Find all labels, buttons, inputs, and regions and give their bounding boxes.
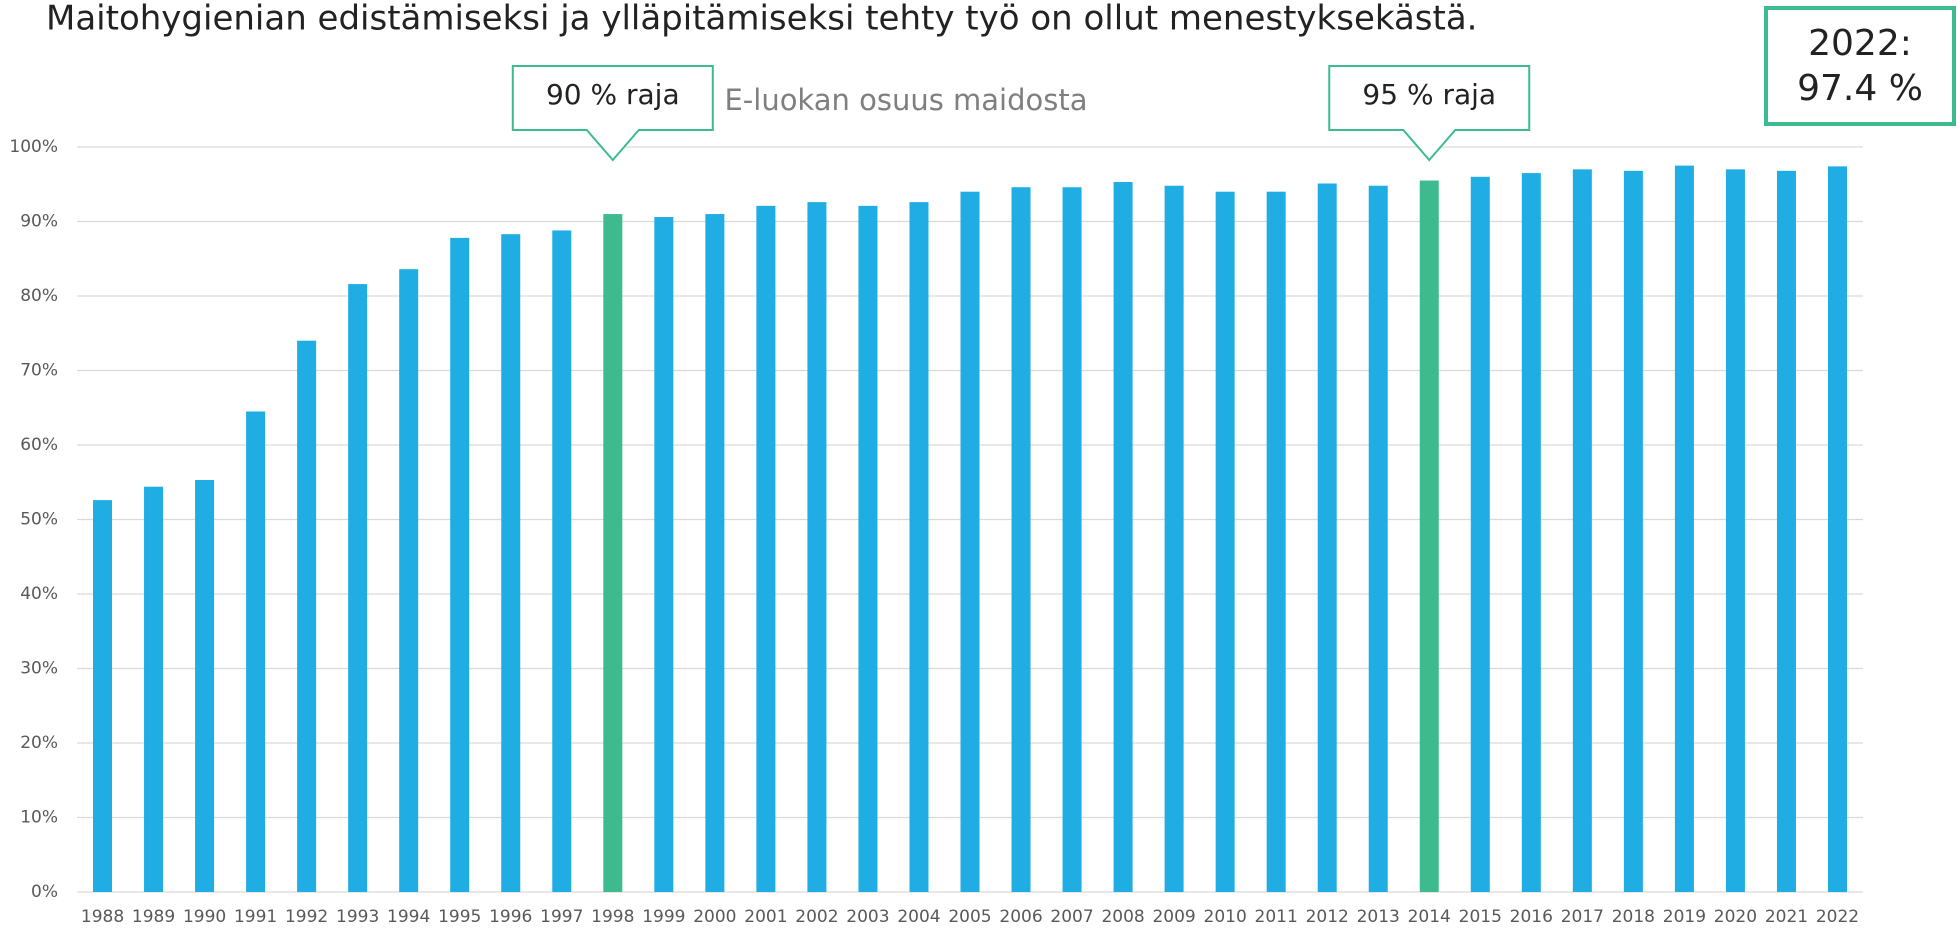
bar bbox=[756, 205, 776, 893]
x-tick-label: 2010 bbox=[1204, 907, 1247, 927]
bar bbox=[1674, 165, 1694, 892]
x-tick-label: 1993 bbox=[336, 907, 379, 927]
x-tick-label: 2013 bbox=[1357, 907, 1400, 927]
x-tick-label: 2007 bbox=[1050, 907, 1093, 927]
y-tick-label: 100% bbox=[9, 137, 58, 157]
x-tick-label: 2004 bbox=[897, 907, 940, 927]
bar bbox=[1725, 169, 1745, 893]
x-tick-label: 2000 bbox=[693, 907, 736, 927]
x-tick-label: 1995 bbox=[438, 907, 481, 927]
x-tick-label: 2017 bbox=[1561, 907, 1604, 927]
bar bbox=[807, 202, 827, 892]
annotation-text: 90 % raja bbox=[546, 78, 680, 111]
callout-box bbox=[1764, 6, 1956, 126]
annotation-text: 95 % raja bbox=[1362, 78, 1496, 111]
x-tick-label: 1996 bbox=[489, 907, 532, 927]
bar bbox=[1266, 191, 1286, 892]
callout-text: 2022: bbox=[1808, 23, 1912, 64]
x-tick-label: 1989 bbox=[132, 907, 175, 927]
y-tick-label: 50% bbox=[20, 510, 58, 530]
x-tick-label: 2005 bbox=[948, 907, 991, 927]
x-tick-label: 2018 bbox=[1612, 907, 1655, 927]
bar bbox=[552, 230, 572, 892]
bar bbox=[399, 269, 419, 892]
bar bbox=[144, 486, 164, 892]
bar bbox=[1215, 191, 1235, 892]
bar bbox=[654, 217, 674, 892]
bar bbox=[1827, 166, 1847, 892]
y-tick-label: 60% bbox=[20, 435, 58, 455]
x-tick-label: 1988 bbox=[81, 907, 124, 927]
bar bbox=[1368, 185, 1388, 893]
bar bbox=[1164, 185, 1184, 893]
y-tick-label: 90% bbox=[20, 212, 58, 232]
bar bbox=[1011, 187, 1031, 893]
x-tick-label: 2014 bbox=[1408, 907, 1451, 927]
x-tick-label: 2021 bbox=[1765, 907, 1808, 927]
bar bbox=[450, 237, 470, 892]
x-tick-label: 1999 bbox=[642, 907, 685, 927]
bar bbox=[348, 284, 368, 893]
bar bbox=[1317, 183, 1337, 892]
y-tick-label: 10% bbox=[20, 808, 58, 828]
x-tick-label: 1998 bbox=[591, 907, 634, 927]
page-heading: Maitohygienian edistämiseksi ja ylläpitä… bbox=[46, 0, 1478, 39]
y-tick-label: 30% bbox=[20, 659, 58, 679]
x-tick-label: 2020 bbox=[1714, 907, 1757, 927]
y-tick-label: 40% bbox=[20, 584, 58, 604]
x-tick-label: 2001 bbox=[744, 907, 787, 927]
x-tick-label: 2019 bbox=[1663, 907, 1706, 927]
bar bbox=[297, 340, 317, 892]
y-tick-label: 0% bbox=[31, 882, 58, 902]
callout-text: 97.4 % bbox=[1797, 68, 1923, 109]
x-tick-label: 2008 bbox=[1101, 907, 1144, 927]
bar bbox=[960, 191, 980, 892]
bar bbox=[1062, 187, 1082, 893]
bar bbox=[1776, 170, 1796, 893]
x-tick-label: 1990 bbox=[183, 907, 226, 927]
bar bbox=[195, 480, 215, 892]
x-tick-label: 2022 bbox=[1816, 907, 1859, 927]
y-tick-label: 80% bbox=[20, 286, 58, 306]
x-tick-label: 2012 bbox=[1306, 907, 1349, 927]
x-tick-label: 2006 bbox=[999, 907, 1042, 927]
bar bbox=[705, 214, 725, 893]
bar bbox=[1572, 169, 1592, 893]
bar bbox=[1419, 180, 1439, 892]
bar bbox=[246, 411, 266, 892]
x-tick-label: 1991 bbox=[234, 907, 277, 927]
x-tick-label: 2009 bbox=[1152, 907, 1195, 927]
y-tick-label: 20% bbox=[20, 733, 58, 753]
bar bbox=[93, 500, 113, 892]
x-tick-label: 1992 bbox=[285, 907, 328, 927]
bar bbox=[1113, 182, 1133, 892]
annotation-box bbox=[1328, 65, 1531, 162]
bar bbox=[501, 234, 521, 893]
x-tick-label: 2002 bbox=[795, 907, 838, 927]
x-tick-label: 1997 bbox=[540, 907, 583, 927]
bar bbox=[909, 202, 929, 892]
y-tick-label: 70% bbox=[20, 361, 58, 381]
bar bbox=[603, 214, 623, 893]
x-tick-label: 2016 bbox=[1510, 907, 1553, 927]
x-tick-label: 1994 bbox=[387, 907, 430, 927]
x-tick-label: 2003 bbox=[846, 907, 889, 927]
bar bbox=[858, 205, 878, 893]
x-tick-label: 2011 bbox=[1255, 907, 1298, 927]
annotation-box bbox=[511, 65, 714, 162]
x-tick-label: 2015 bbox=[1459, 907, 1502, 927]
bar bbox=[1521, 173, 1541, 892]
bar bbox=[1470, 176, 1490, 893]
bar bbox=[1623, 170, 1643, 893]
chart-title: E-luokan osuus maidosta bbox=[724, 83, 1087, 117]
